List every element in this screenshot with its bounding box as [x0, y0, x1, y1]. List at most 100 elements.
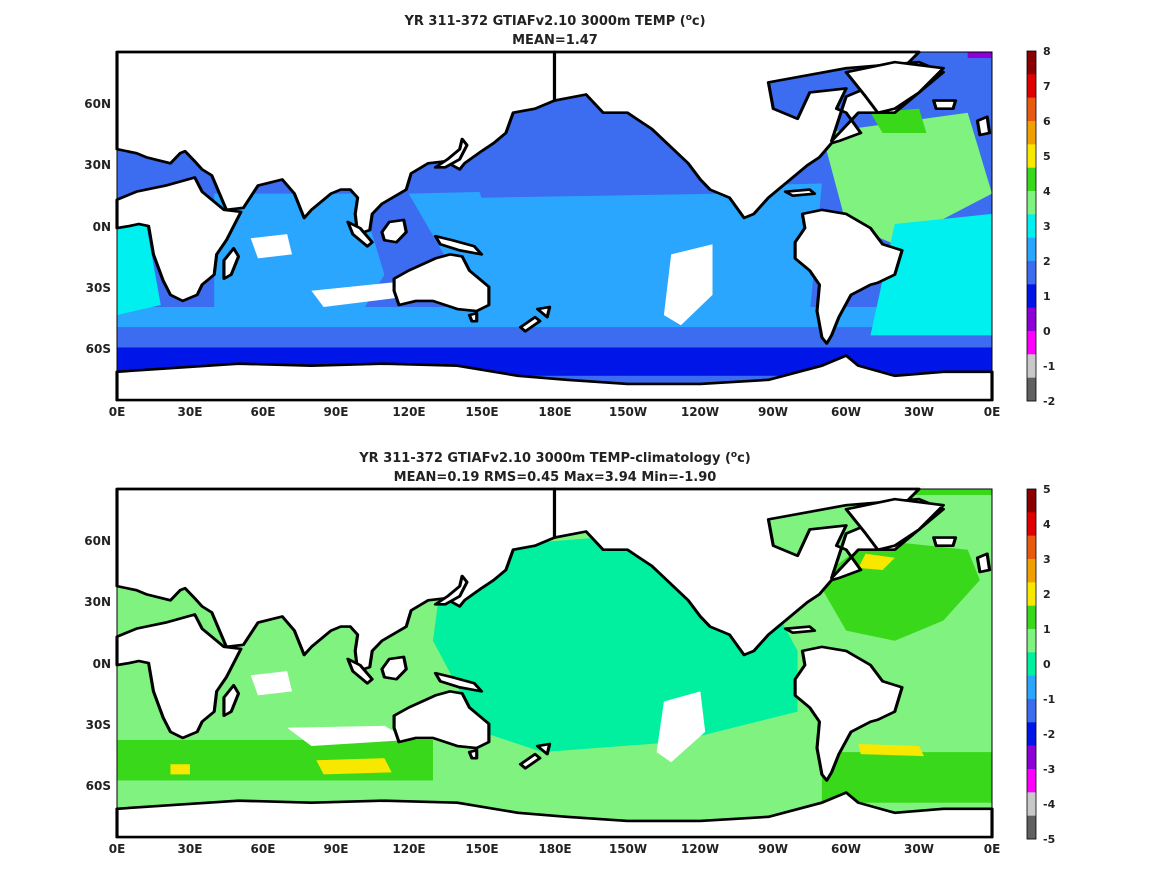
colorbar-top-swatch-10 — [1027, 284, 1036, 308]
colorbar-bottom-swatch-8 — [1027, 675, 1036, 700]
cb-top-tick-6: 6 — [1043, 115, 1051, 128]
panel-bottom: YR 311-372 GTIAFv2.10 3000m TEMP-climato… — [84, 450, 1055, 856]
map-top-frame — [116, 51, 993, 401]
colorbar-bottom-swatch-10 — [1027, 722, 1036, 746]
cb-bottom-tick-4: 4 — [1043, 518, 1051, 531]
colorbar-top-swatch-1 — [1027, 74, 1036, 98]
region-southern-ocean-hotspots-bottom — [316, 758, 392, 775]
colorbar-top-swatch-13 — [1027, 354, 1036, 378]
colorbar-bottom-swatch-12 — [1027, 769, 1036, 793]
tick-y-30s: 30S — [86, 718, 111, 732]
cb-top-tick-1: 1 — [1043, 290, 1051, 303]
region-south-atlantic-bottom — [858, 650, 993, 742]
tick-x-30e: 30E — [178, 842, 203, 856]
tick-y-0n: 0N — [93, 657, 111, 671]
cb-top-tick-7: 7 — [1043, 80, 1051, 93]
tick-x-0e-end: 0E — [984, 405, 1001, 419]
colorbar-top-swatch-7 — [1027, 214, 1036, 238]
colorbar-bottom-swatch-6 — [1027, 629, 1036, 653]
tick-y-60s: 60S — [86, 779, 111, 793]
panel-bottom-title: YR 311-372 GTIAFv2.10 3000m TEMP-climato… — [358, 450, 751, 466]
tick-x-120w: 120W — [681, 405, 719, 419]
tick-x-180e: 180E — [538, 405, 571, 419]
tick-y-60n: 60N — [84, 97, 111, 111]
region-southern-ocean-band-bottom — [117, 739, 433, 781]
cb-top-tick-5: 5 — [1043, 150, 1051, 163]
tick-x-150e: 150E — [465, 842, 498, 856]
map-top — [115, 50, 994, 402]
region-tropical-pacific-top — [408, 183, 822, 320]
tick-x-60e: 60E — [251, 405, 276, 419]
panel-bottom-subtitle: MEAN=0.19 RMS=0.45 Max=3.94 Min=-1.90 — [394, 470, 717, 485]
colorbar-top-swatch-12 — [1027, 331, 1036, 355]
colorbar-bottom-swatch-7 — [1027, 652, 1036, 676]
colorbar-bottom-swatch-9 — [1027, 699, 1036, 723]
panel-top-subtitle: MEAN=1.47 — [512, 33, 598, 48]
cb-bottom-tick-2: 2 — [1043, 588, 1051, 601]
bottom-y-ticks: 60N 30N 0N 30S 60S — [84, 534, 111, 793]
colorbar-top-swatch-0 — [1027, 51, 1036, 75]
colorbar-top-swatch-4 — [1027, 144, 1036, 168]
tick-x-30e: 30E — [178, 405, 203, 419]
colorbar-bottom-swatch-3 — [1027, 559, 1036, 583]
colorbar-bottom-swatch-2 — [1027, 535, 1036, 560]
tick-x-60w: 60W — [831, 842, 861, 856]
tick-x-150w: 150W — [609, 842, 647, 856]
tick-x-90w: 90W — [758, 842, 788, 856]
bottom-x-ticks: 0E 30E 60E 90E 120E 150E 180E 150W 120W … — [109, 842, 1001, 856]
tick-x-120e: 120E — [392, 842, 425, 856]
cb-bottom-tick-m2: -2 — [1043, 728, 1055, 741]
panel-top-title: YR 311-372 GTIAFv2.10 3000m TEMP (oc) — [403, 13, 705, 29]
cb-top-tick-2: 2 — [1043, 255, 1051, 268]
colorbar-top-swatch-14 — [1027, 377, 1036, 402]
colorbar-top-swatch-9 — [1027, 261, 1036, 285]
cb-top-tick-m2: -2 — [1043, 395, 1055, 408]
colorbar-top-swatch-5 — [1027, 167, 1036, 192]
tick-y-60s: 60S — [86, 342, 111, 356]
tick-y-30n: 30N — [84, 595, 111, 609]
cb-bottom-tick-m1: -1 — [1043, 693, 1055, 706]
tick-x-90w: 90W — [758, 405, 788, 419]
colorbar-bottom-ticks: 5 4 3 2 1 0 -1 -2 -3 -4 -5 — [1043, 483, 1056, 846]
colorbar-bottom-frame — [1026, 488, 1037, 840]
cb-bottom-tick-0: 0 — [1043, 658, 1051, 671]
tick-x-0e: 0E — [109, 842, 126, 856]
colorbar-bottom — [1026, 488, 1037, 840]
cb-top-tick-m1: -1 — [1043, 360, 1055, 373]
map-bottom-frame — [116, 488, 993, 838]
tick-x-0e: 0E — [109, 405, 126, 419]
colorbar-top-swatch-2 — [1027, 97, 1036, 122]
cb-top-tick-4: 4 — [1043, 185, 1051, 198]
tick-y-0n: 0N — [93, 220, 111, 234]
tick-x-30w: 30W — [904, 405, 934, 419]
cb-bottom-tick-m5: -5 — [1043, 833, 1055, 846]
tick-y-30s: 30S — [86, 281, 111, 295]
tick-x-150w: 150W — [609, 405, 647, 419]
cb-top-tick-0: 0 — [1043, 325, 1051, 338]
region-south-atlantic-top — [870, 213, 993, 336]
tick-x-60e: 60E — [251, 842, 276, 856]
tick-x-120e: 120E — [392, 405, 425, 419]
colorbar-top-swatch-11 — [1027, 307, 1036, 332]
panel-top: YR 311-372 GTIAFv2.10 3000m TEMP (oc) ME… — [84, 13, 1055, 419]
colorbar-bottom-swatch-5 — [1027, 605, 1036, 630]
region-north-atlantic-top — [821, 112, 993, 245]
cb-top-tick-8: 8 — [1043, 45, 1051, 58]
colorbar-bottom-swatch-4 — [1027, 582, 1036, 606]
colorbar-bottom-swatch-14 — [1027, 815, 1036, 840]
colorbar-top-swatch-8 — [1027, 237, 1036, 262]
colorbar-top-swatch-6 — [1027, 191, 1036, 215]
colorbar-top-ticks: 8 7 6 5 4 3 2 1 0 -1 -2 — [1043, 45, 1055, 408]
cb-bottom-tick-3: 3 — [1043, 553, 1051, 566]
top-x-ticks: 0E 30E 60E 90E 120E 150E 180E 150W 120W … — [109, 405, 1001, 419]
cb-bottom-tick-1: 1 — [1043, 623, 1051, 636]
region-indian-ocean-top — [214, 193, 385, 316]
cb-bottom-tick-m4: -4 — [1043, 798, 1056, 811]
colorbar-top-frame — [1026, 50, 1037, 402]
cb-bottom-tick-m3: -3 — [1043, 763, 1055, 776]
tick-x-120w: 120W — [681, 842, 719, 856]
colorbar-bottom-swatch-11 — [1027, 745, 1036, 770]
tick-y-30n: 30N — [84, 158, 111, 172]
top-y-ticks: 60N 30N 0N 30S 60S — [84, 97, 111, 356]
tick-x-90e: 90E — [324, 842, 349, 856]
